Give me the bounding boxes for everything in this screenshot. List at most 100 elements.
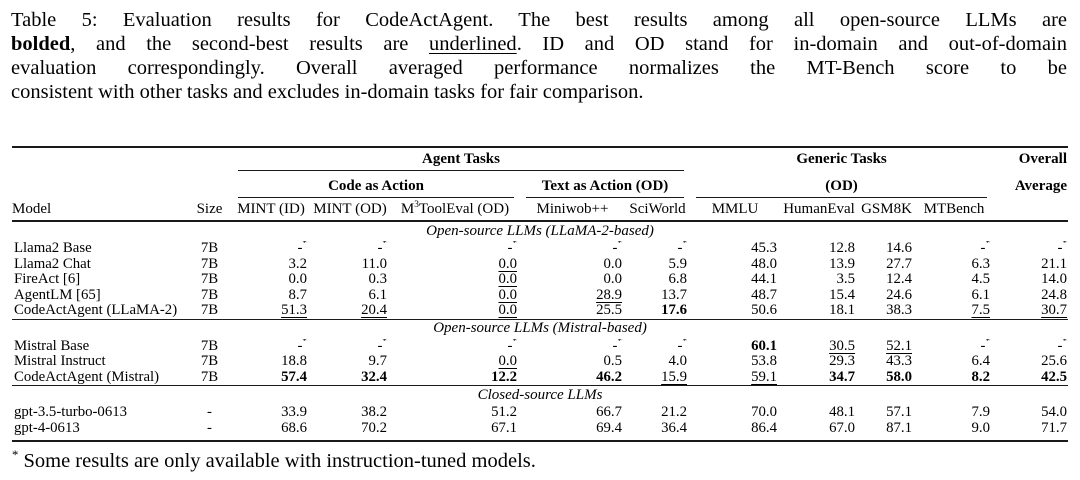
column-header: HumanEval <box>783 201 855 217</box>
value-cell: 6.4 <box>971 354 991 369</box>
model-name: Mistral Instruct <box>14 354 106 369</box>
group-header-text-as-action: Text as Action (OD) <box>520 171 690 198</box>
value-cell: -* <box>377 241 387 256</box>
value-cell: 7.5 <box>971 303 991 318</box>
value-cell: 6.1 <box>368 287 388 303</box>
value-cell: 15.9 <box>661 369 688 385</box>
value-cell: 0.0 <box>603 272 623 287</box>
table-row: CodeActAgent (Mistral) 7B 57.4 32.4 12.2 46.2… <box>12 370 1068 386</box>
value-cell: 17.6 <box>661 303 688 318</box>
column-header: MTBench <box>923 201 985 217</box>
column-header: MMLU <box>711 201 759 217</box>
value-cell: 67.0 <box>829 420 856 436</box>
column-header: Miniwob++ <box>536 201 609 217</box>
table-row: AgentLM [65] 7B 8.7 6.1 0.0 28.9 13.7 48.7 15.4 2… <box>12 288 1068 304</box>
value-cell: 50.6 <box>751 303 778 318</box>
value-cell: 28.9 <box>596 287 622 303</box>
table-row: Llama2 Base 7B -* -* -* -* -* 45.3 12.8 14.6 -* -* <box>12 241 1068 257</box>
model-name: Mistral Base <box>14 338 90 354</box>
value-cell: 32.4 <box>361 369 387 385</box>
section-label: Closed-source LLMs <box>477 386 603 403</box>
caption-line: bolded, and the second-best results are … <box>11 33 1067 55</box>
size-cell: 7B <box>200 272 219 287</box>
column-header: GSM8K <box>861 201 912 217</box>
value-cell: 57.1 <box>886 405 913 420</box>
size-cell: - <box>207 405 212 420</box>
size-cell: 7B <box>200 369 219 385</box>
value-cell: 25.5 <box>596 303 622 318</box>
value-cell: 70.0 <box>751 405 778 420</box>
value-cell: 0.3 <box>368 272 388 287</box>
empty-cell <box>12 171 232 198</box>
table-row: Mistral Instruct 7B 18.8 9.7 0.0 0.5 4.0 53.8 29… <box>12 354 1068 370</box>
value-cell: 12.8 <box>829 241 856 256</box>
value-cell: 53.8 <box>751 354 778 369</box>
value-cell: 59.1 <box>751 369 778 385</box>
group-header-generic-od: (OD) <box>690 171 993 198</box>
caption-line: evaluation correspondingly. Overall aver… <box>11 57 1067 79</box>
caption-line: consistent with other tasks and excludes… <box>11 81 644 103</box>
column-header: Model <box>12 201 52 217</box>
value-cell: -* <box>1057 241 1068 256</box>
value-cell: 33.9 <box>281 405 307 420</box>
value-cell: 25.6 <box>1041 354 1068 369</box>
value-cell: -* <box>297 241 307 256</box>
table-row: CodeActAgent (LLaMA-2) 7B 51.3 20.4 0.0 25.5 1… <box>12 303 1068 319</box>
value-cell: 66.7 <box>596 405 622 420</box>
column-header: MINT (ID) <box>237 201 305 217</box>
header-row-subgroups: Code as Action Text as Action (OD) (OD) Ave… <box>12 171 1068 198</box>
value-cell: 14.0 <box>1041 272 1068 287</box>
caption-line: Table 5: Evaluation results for CodeActA… <box>11 9 1067 31</box>
value-cell: 14.6 <box>886 241 913 256</box>
group-header-generic-tasks: Generic Tasks <box>796 151 887 167</box>
value-cell: -* <box>677 338 688 354</box>
table-row: Mistral Base 7B -* -* -* -* -* 60.1 30.5 52.1 -* -* <box>12 339 1068 355</box>
value-cell: 69.4 <box>596 420 622 436</box>
value-cell: 71.7 <box>1041 420 1068 436</box>
value-cell: 0.0 <box>603 256 623 272</box>
value-cell: 27.7 <box>886 256 913 272</box>
table-row: gpt-3.5-turbo-0613 - 33.9 38.2 51.2 66.7 21.2 7… <box>12 405 1068 421</box>
value-cell: 29.3 <box>829 354 856 369</box>
model-name: CodeActAgent (LLaMA-2) <box>14 303 178 318</box>
value-cell: 51.3 <box>281 303 307 318</box>
value-cell: 46.2 <box>596 369 622 385</box>
value-cell: 43.3 <box>886 354 913 369</box>
value-cell: 60.1 <box>751 338 778 354</box>
table-row: gpt-4-0613 - 68.6 70.2 67.1 69.4 36.4 86.4 67.0 8… <box>12 421 1068 442</box>
value-cell: 6.3 <box>971 256 991 272</box>
value-cell: 0.0 <box>288 272 308 287</box>
size-cell: 7B <box>200 303 219 318</box>
overall-header-line1: Overall <box>1018 151 1068 167</box>
value-cell: 45.3 <box>751 241 778 256</box>
model-name: AgentLM [65] <box>14 287 101 303</box>
value-cell: 67.1 <box>491 420 517 436</box>
value-cell: 36.4 <box>661 420 688 436</box>
value-cell: 13.7 <box>661 287 688 303</box>
table-row: Llama2 Chat 7B 3.2 11.0 0.0 0.0 5.9 48.0 13.9 27.… <box>12 257 1068 273</box>
section-row: Open-source LLMs (LLaMA-2-based) <box>12 221 1068 241</box>
column-header: Size <box>196 201 223 217</box>
value-cell: 9.0 <box>971 420 991 436</box>
size-cell: - <box>207 420 212 436</box>
value-cell: 7.9 <box>971 405 991 420</box>
value-cell: -* <box>980 241 991 256</box>
value-cell: -* <box>507 241 517 256</box>
value-cell: 38.3 <box>886 303 913 318</box>
header-row-groups: Agent Tasks Generic Tasks Overall <box>12 147 1068 171</box>
model-name: gpt-4-0613 <box>14 420 80 436</box>
value-cell: 52.1 <box>886 338 913 354</box>
value-cell: 18.1 <box>829 303 856 318</box>
value-cell: -* <box>677 241 688 256</box>
table-body: Open-source LLMs (LLaMA-2-based) Llama2 B… <box>12 221 1069 442</box>
value-cell: 0.0 <box>498 303 518 318</box>
table-header: Agent Tasks Generic Tasks Overall Code as A… <box>12 147 1069 221</box>
value-cell: 38.2 <box>361 405 387 420</box>
value-cell: 12.4 <box>886 272 913 287</box>
results-table: Agent Tasks Generic Tasks Overall Code as A… <box>12 146 1069 442</box>
size-cell: 7B <box>200 241 219 256</box>
size-cell: 7B <box>200 338 219 354</box>
value-cell: 0.0 <box>498 354 518 369</box>
value-cell: 8.2 <box>971 369 991 385</box>
value-cell: 6.1 <box>971 287 991 303</box>
